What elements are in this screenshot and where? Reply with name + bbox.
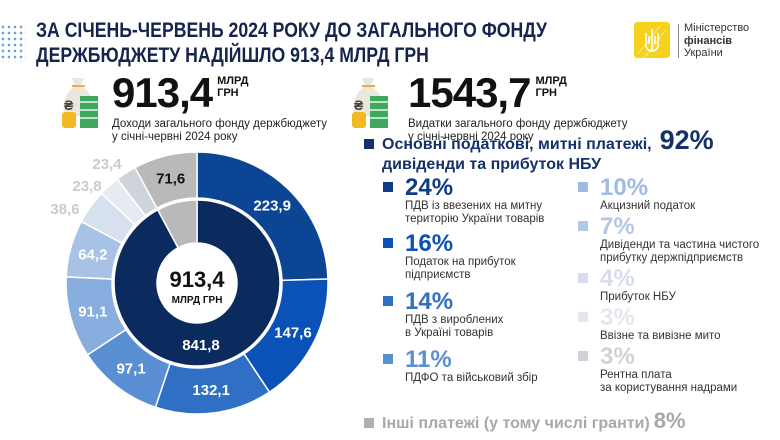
- revenue-value-row: 913,4 МЛРД ГРН: [112, 72, 327, 114]
- legend-desc-1: Акцизний податок: [600, 200, 696, 212]
- desc-line-1: Доходи загального фонду держбюджету: [112, 118, 327, 130]
- outer-data-label: 97,1: [116, 361, 145, 378]
- legend-desc-1: ПДВ із ввезених на митну: [405, 200, 543, 212]
- page-title: ЗА СІЧЕНЬ-ЧЕРВЕНЬ 2024 РОКУ ДО ЗАГАЛЬНОГ…: [36, 18, 547, 68]
- expenditure-desc: Видатки загального фонду держбюджету у сі…: [408, 118, 628, 144]
- legend-percent: 14%: [405, 288, 454, 315]
- legend-item: 10% Акцизний податок: [578, 174, 696, 213]
- legend-percent: 7%: [600, 213, 635, 240]
- outer-data-label: 23,4: [92, 156, 122, 173]
- legend-swatch: [578, 221, 588, 231]
- legend-percent: 4%: [600, 265, 635, 292]
- legend-item: 4% Прибуток НБУ: [578, 265, 676, 304]
- legend-swatch: [578, 273, 588, 283]
- legend-item: 3% Рентна плата за користування надрами: [578, 343, 738, 395]
- legend-desc-1: Рентна плата: [600, 369, 672, 381]
- legend-desc-1: Дивіденди та частина чистого: [600, 239, 760, 251]
- title-line-1: ЗА СІЧЕНЬ-ЧЕРВЕНЬ 2024 РОКУ ДО ЗАГАЛЬНОГ…: [36, 19, 548, 42]
- other-label: Інші платежі (у тому числі гранти): [382, 415, 650, 432]
- expenditure-stat: 1543,7 МЛРД ГРН Видатки загального фонду …: [408, 72, 628, 144]
- legend-item: 16% Податок на прибуток підприємств: [383, 230, 516, 282]
- revenue-desc: Доходи загального фонду держбюджету у січ…: [112, 118, 327, 144]
- legend-desc-1: Прибуток НБУ: [600, 291, 676, 303]
- ministry-name: Міністерство фінансів України: [684, 22, 749, 60]
- legend-desc-2: прибутку держпідприємств: [600, 252, 744, 264]
- unit-line-1: МЛРД: [217, 75, 249, 87]
- money-bag-icon: ₴: [348, 72, 392, 135]
- legend-other-group: Інші платежі (у тому числі гранти) 8%: [364, 408, 686, 434]
- legend-percent: 16%: [405, 230, 454, 257]
- unit-line-2: ГРН: [217, 87, 239, 99]
- desc-line-2: у січні-червні 2024 року: [112, 131, 238, 143]
- legend-swatch: [383, 296, 393, 306]
- outer-data-label: 91,1: [78, 303, 107, 320]
- legend-desc-2: в Україні товарів: [405, 327, 494, 339]
- logo-line-2: фінансів: [684, 34, 733, 47]
- revenue-unit: МЛРД ГРН: [217, 72, 248, 99]
- expenditure-value: 1543,7: [408, 69, 531, 116]
- legend-item: 24% ПДВ із ввезених на митну територію У…: [383, 174, 545, 226]
- main-group-line-1: Основні податкові, митні платежі, 92%: [364, 127, 714, 155]
- legend-percent: 11%: [405, 346, 452, 373]
- donut-center-value: 913,4: [169, 267, 225, 292]
- main-group-percent: 92%: [659, 125, 714, 155]
- legend-swatch: [383, 354, 393, 364]
- legend-swatch: [578, 182, 588, 192]
- legend-percent: 10%: [600, 174, 649, 201]
- outer-data-label: 223,9: [253, 197, 291, 214]
- outer-data-label: 38,6: [50, 201, 79, 218]
- legend-item: 11% ПДФО та військовий збір: [383, 346, 538, 385]
- unit-line-2: ГРН: [535, 87, 557, 99]
- legend-percent: 24%: [405, 174, 454, 201]
- legend-main-group: Основні податкові, митні платежі, 92% див…: [364, 127, 714, 175]
- other-percent: 8%: [653, 408, 686, 433]
- svg-text:₴: ₴: [354, 97, 364, 113]
- donut-center-unit: МЛРД ГРН: [172, 295, 223, 306]
- legend-swatch: [364, 418, 374, 428]
- outer-data-label: 147,6: [274, 325, 312, 342]
- logo-divider: [678, 24, 679, 58]
- outer-data-label: 71,6: [156, 170, 185, 187]
- legend-swatch: [578, 351, 588, 361]
- legend-desc-2: територію України товарів: [405, 213, 545, 225]
- revenue-donut-chart: 223,9 147,6 132,1 97,1 91,1 64,2 38,6 23,8 23,4 7…: [50, 151, 329, 415]
- main-group-label-1: Основні податкові, митні платежі,: [382, 136, 652, 153]
- ministry-trident-logo-icon: [634, 22, 670, 59]
- legend-swatch: [578, 312, 588, 322]
- desc-line-2: у січні-червні 2024 року: [408, 131, 534, 143]
- legend-item: 3% Ввізне та вивізне мито: [578, 304, 721, 343]
- svg-text:₴: ₴: [64, 97, 74, 113]
- main-group-label-2: дивіденди та прибуток НБУ: [382, 156, 602, 173]
- legend-desc-1: ПДФО та військовий збір: [405, 372, 538, 384]
- legend-desc-1: Ввізне та вивізне мито: [600, 330, 721, 342]
- legend-item: 14% ПДВ з вироблених в Україні товарів: [383, 288, 504, 340]
- logo-line-3: України: [684, 47, 723, 59]
- outer-segment: [134, 151, 198, 210]
- unit-line-1: МЛРД: [535, 75, 567, 87]
- expenditure-value-row: 1543,7 МЛРД ГРН: [408, 72, 628, 114]
- expenditure-unit: МЛРД ГРН: [535, 72, 566, 99]
- money-bag-icon: ₴: [58, 72, 102, 135]
- inner-data-label: 841,8: [182, 337, 220, 354]
- legend-item: 7% Дивіденди та частина чистого прибутку…: [578, 213, 760, 265]
- legend-desc-2: за користування надрами: [600, 382, 738, 394]
- legend-desc-1: Податок на прибуток: [405, 256, 516, 268]
- legend-swatch: [383, 182, 393, 192]
- title-line-2: ДЕРЖБЮДЖЕТУ НАДІЙШЛО 913,4 МЛРД ГРН: [36, 44, 429, 67]
- outer-data-label: 23,8: [72, 178, 101, 195]
- desc-line-1: Видатки загального фонду держбюджету: [408, 118, 628, 130]
- legend-percent: 3%: [600, 343, 635, 370]
- logo-line-1: Міністерство: [684, 22, 750, 34]
- legend-desc-1: ПДВ з вироблених: [405, 314, 504, 326]
- legend-swatch: [364, 139, 374, 149]
- legend-percent: 3%: [600, 304, 635, 331]
- outer-data-label: 64,2: [78, 246, 107, 263]
- legend-desc-2: підприємств: [405, 269, 471, 281]
- decorative-dots: [0, 24, 26, 62]
- outer-data-label: 132,1: [192, 382, 230, 399]
- revenue-value: 913,4: [112, 69, 213, 116]
- revenue-stat: 913,4 МЛРД ГРН Доходи загального фонду де…: [112, 72, 327, 144]
- legend-swatch: [383, 238, 393, 248]
- donut-hole: [157, 243, 237, 323]
